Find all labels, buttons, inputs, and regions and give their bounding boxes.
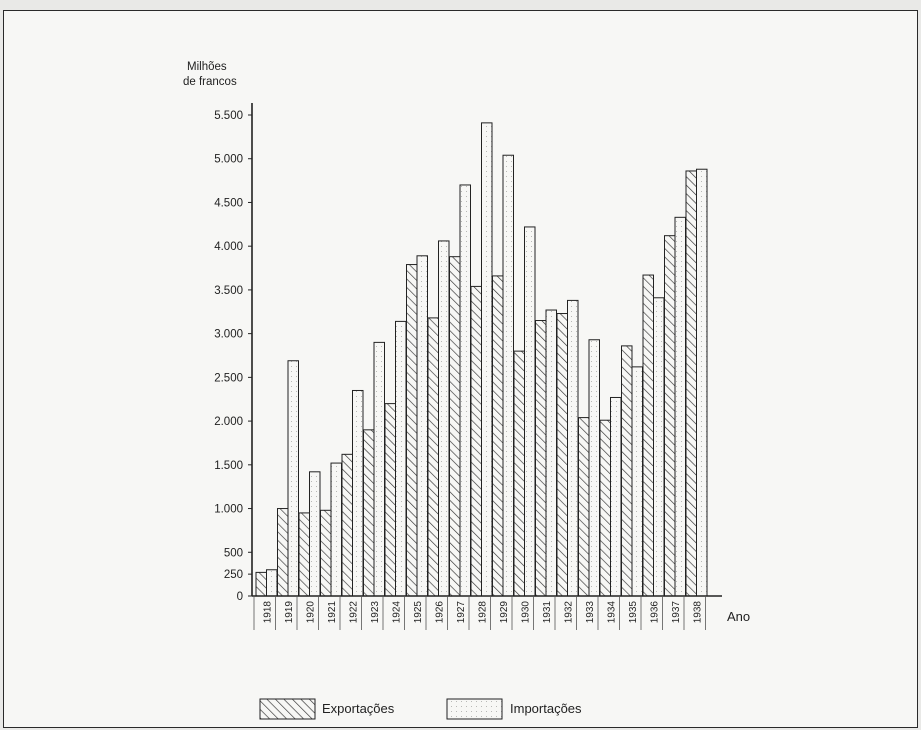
bar-exports-1921 [320, 509, 332, 597]
bar-exports-1930 [513, 350, 525, 597]
y-tick-label-2500: 2.500 [214, 372, 243, 384]
y-tick-label-4500: 4.500 [214, 197, 243, 209]
x-tick-label-1923: 1923 [370, 601, 381, 624]
y-axis: 0 250 500 1.000 1.500 2.000 2.500 3.000 3.500 4.0… [214, 103, 253, 603]
bar-exports-1932 [556, 313, 568, 597]
x-tick-label-1935: 1935 [628, 601, 639, 624]
bar-imports-1932 [567, 299, 579, 597]
y-tick-label-1000: 1.000 [214, 504, 243, 516]
y-tick-label-2000: 2.000 [214, 416, 243, 428]
x-tick-label-1921: 1921 [327, 601, 338, 624]
x-axis: 1918 1919 1920 1921 1922 1923 1924 1925 1926 1927… [252, 595, 722, 630]
y-tick-label-5500: 5.500 [214, 110, 243, 122]
bar-imports-1937 [674, 216, 686, 597]
bar-exports-1934 [599, 419, 611, 597]
x-tick-label-1937: 1937 [671, 601, 682, 624]
bar-exports-1919 [277, 508, 289, 597]
x-tick-label-1926: 1926 [435, 601, 446, 624]
x-tick-label-1930: 1930 [521, 601, 532, 624]
bar-exports-1927 [449, 256, 461, 597]
x-tick-label-1925: 1925 [413, 601, 424, 624]
y-tick-label-250: 250 [224, 569, 243, 581]
bars-group [255, 122, 708, 597]
bar-imports-1933 [588, 339, 600, 597]
legend-swatch-imports [446, 698, 503, 720]
bar-exports-1920 [298, 512, 310, 597]
x-tick-label-1934: 1934 [607, 601, 618, 624]
bar-imports-1925 [416, 255, 428, 597]
bar-exports-1923 [363, 429, 375, 597]
x-tick-label-1918: 1918 [263, 601, 274, 624]
x-tick-label-1922: 1922 [349, 601, 360, 624]
y-tick-label-4000: 4.000 [214, 241, 243, 253]
bar-exports-1924 [384, 403, 396, 597]
y-tick-label-1500: 1.500 [214, 460, 243, 472]
bar-imports-1918 [266, 569, 278, 597]
y-tick-label-5000: 5.000 [214, 154, 243, 166]
x-tick-label-1920: 1920 [306, 601, 317, 624]
bar-imports-1930 [524, 226, 536, 597]
bar-imports-1928 [481, 122, 493, 597]
x-tick-label-1938: 1938 [693, 601, 704, 624]
bar-exports-1936 [642, 274, 654, 597]
bar-imports-1926 [438, 240, 450, 597]
x-tick-label-1919: 1919 [284, 601, 295, 624]
bar-exports-1926 [427, 317, 439, 597]
x-tick-label-1929: 1929 [499, 601, 510, 624]
bar-exports-1922 [341, 453, 353, 597]
legend: Exportações Importações [259, 698, 582, 720]
bar-imports-1934 [610, 396, 622, 597]
bar-exports-1928 [470, 285, 482, 597]
bar-exports-1929 [492, 275, 504, 597]
bar-imports-1931 [545, 309, 557, 597]
bar-imports-1922 [352, 389, 364, 597]
y-axis-label-line2: de francos [183, 76, 237, 88]
x-tick-label-1933: 1933 [585, 601, 596, 624]
legend-label-imports: Importações [510, 701, 582, 716]
x-axis-label: Ano [727, 609, 750, 624]
legend-label-exports: Exportações [322, 701, 395, 716]
bar-imports-1920 [309, 471, 321, 597]
bar-imports-1924 [395, 320, 407, 597]
x-tick-label-1932: 1932 [564, 601, 575, 624]
y-tick-label-3500: 3.500 [214, 285, 243, 297]
bar-imports-1929 [502, 154, 514, 597]
bar-exports-1925 [406, 264, 418, 597]
bar-imports-1927 [459, 184, 471, 597]
y-tick-label-3000: 3.000 [214, 329, 243, 341]
bar-imports-1923 [373, 341, 385, 597]
bar-exports-1933 [578, 417, 590, 597]
bar-imports-1935 [631, 366, 643, 597]
x-tick-label-1928: 1928 [478, 601, 489, 624]
legend-swatch-exports [259, 698, 316, 720]
bar-imports-1938 [696, 168, 708, 597]
y-axis-label-line1: Milhões [187, 61, 227, 73]
x-tick-label-1927: 1927 [456, 601, 467, 624]
bar-exports-1931 [535, 320, 547, 597]
bar-exports-1935 [621, 345, 633, 597]
y-tick-label-0: 0 [237, 591, 243, 603]
bar-exports-1937 [664, 235, 676, 597]
y-tick-label-500: 500 [224, 547, 243, 559]
bar-imports-1919 [287, 360, 299, 597]
x-tick-label-1936: 1936 [650, 601, 661, 624]
x-tick-label-1931: 1931 [542, 601, 553, 624]
bar-imports-1936 [653, 297, 665, 597]
bar-exports-1938 [685, 170, 697, 597]
bar-imports-1921 [330, 462, 342, 597]
bar-exports-1918 [255, 571, 267, 597]
x-tick-label-1924: 1924 [392, 601, 403, 624]
